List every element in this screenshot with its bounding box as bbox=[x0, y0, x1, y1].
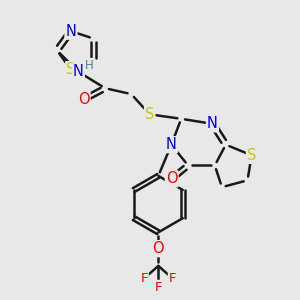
Text: N: N bbox=[73, 64, 84, 79]
Text: S: S bbox=[66, 62, 76, 77]
Text: H: H bbox=[85, 59, 94, 72]
Text: O: O bbox=[152, 241, 164, 256]
Text: S: S bbox=[247, 148, 256, 163]
Text: F: F bbox=[169, 272, 176, 285]
Text: N: N bbox=[65, 24, 76, 39]
Text: O: O bbox=[166, 171, 178, 186]
Text: F: F bbox=[140, 272, 148, 285]
Text: N: N bbox=[207, 116, 218, 131]
Text: O: O bbox=[78, 92, 89, 107]
Text: S: S bbox=[145, 107, 154, 122]
Text: N: N bbox=[166, 137, 177, 152]
Text: F: F bbox=[154, 281, 162, 294]
